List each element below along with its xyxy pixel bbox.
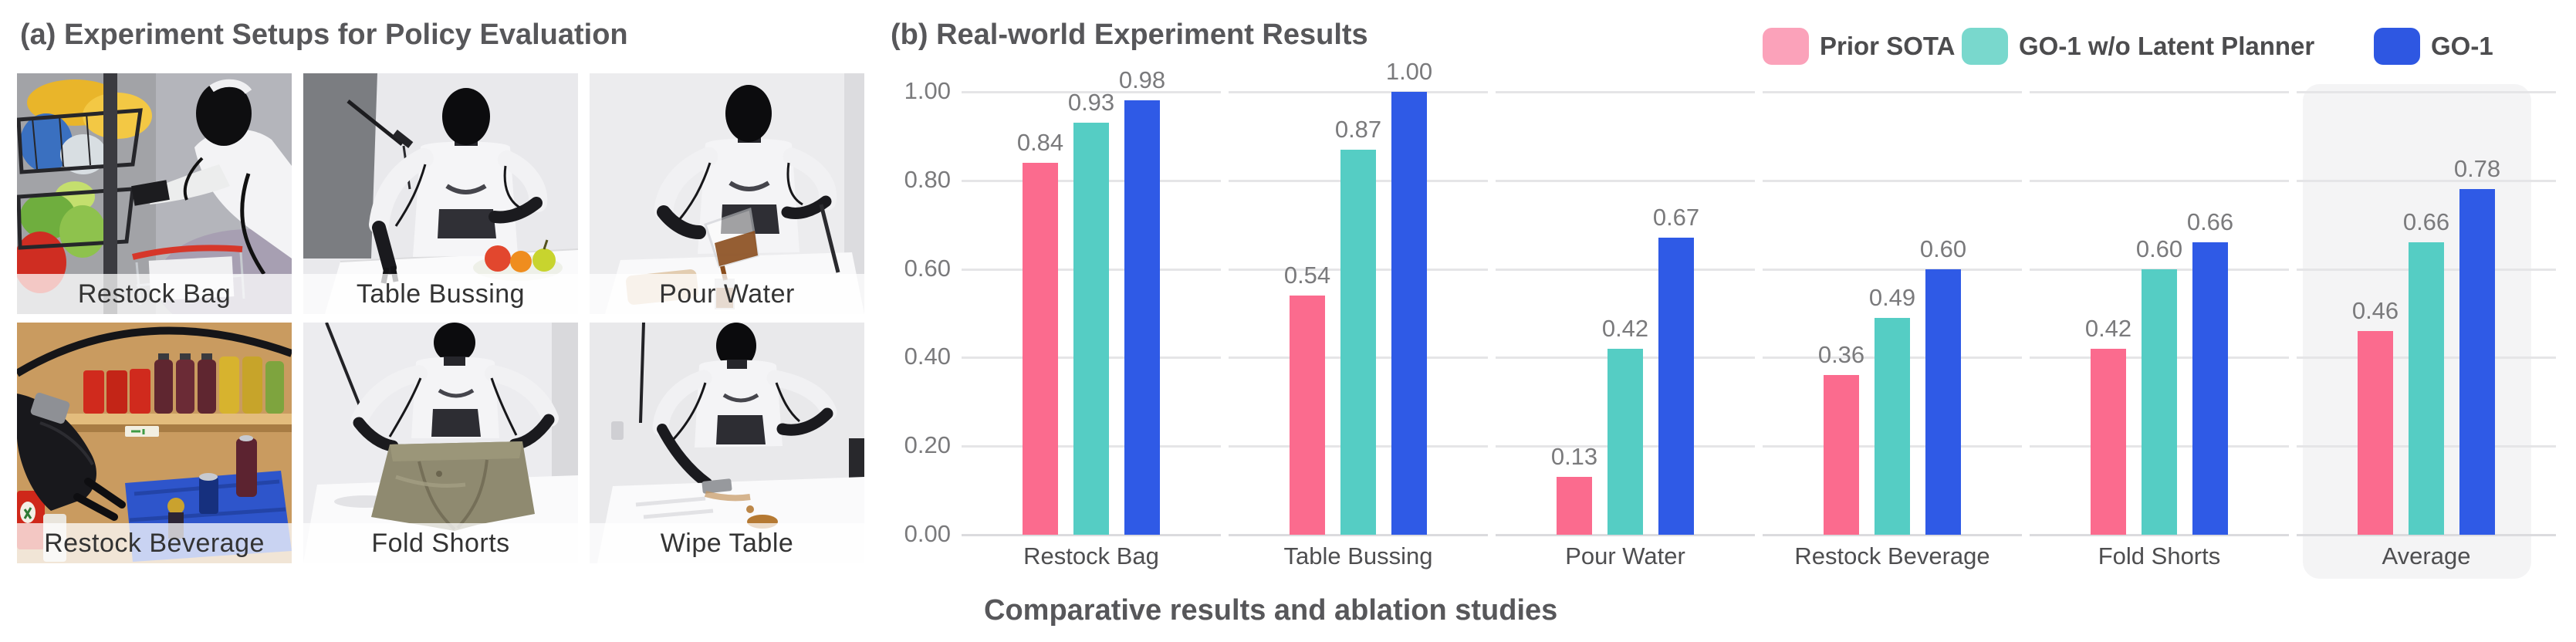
- bar-prior-sota-restock-beverage: [1824, 375, 1859, 535]
- value-label-go-1-w-o-latent-planner-restock-beverage: 0.49: [1868, 283, 1916, 311]
- legend-label-go1: GO-1: [2431, 32, 2493, 60]
- bar-go-1-w-o-latent-planner-restock-bag: [1073, 123, 1109, 535]
- bar-prior-sota-fold-shorts: [2091, 348, 2126, 535]
- chart-panel-restock-beverage: 0.36 0.49 0.60 Restock Beverage: [1763, 0, 2022, 642]
- gridline-1.00: [2030, 91, 2289, 93]
- legend-swatch-go1-wo-latent-planner: [1962, 28, 2008, 65]
- gridline-0.60: [1496, 268, 1755, 271]
- value-label-go-1-w-o-latent-planner-restock-bag: 0.93: [1067, 89, 1115, 117]
- gridline-0.60: [1763, 268, 2022, 271]
- legend-swatch-go1: [2374, 28, 2420, 65]
- x-axis-line: [962, 534, 1221, 536]
- value-label-go-1-restock-bag: 0.98: [1118, 66, 1166, 94]
- photo-label-pour-water: Pour Water: [590, 274, 864, 314]
- x-axis-line: [1763, 534, 2022, 536]
- bar-chart-plot: 0.84 0.93 0.98 Restock Bag 0.54 0.87 1.00 Table…: [962, 0, 2564, 642]
- gridline-1.00: [1763, 91, 2022, 93]
- bar-go-1-restock-bag: [1124, 100, 1160, 535]
- x-axis-line: [1229, 534, 1488, 536]
- value-label-prior-sota-pour-water: 0.13: [1550, 443, 1598, 471]
- value-label-go-1-table-bussing: 1.00: [1385, 58, 1433, 85]
- photo-label-fold-shorts: Fold Shorts: [303, 523, 578, 563]
- chart-panel-pour-water: 0.13 0.42 0.67 Pour Water: [1496, 0, 1755, 642]
- bar-go-1-w-o-latent-planner-pour-water: [1607, 348, 1643, 535]
- value-label-go-1-fold-shorts: 0.66: [2186, 208, 2234, 236]
- bar-go-1-restock-beverage: [1925, 269, 1961, 535]
- legend-label-prior-sota: Prior SOTA: [1820, 32, 1956, 60]
- bar-go-1-w-o-latent-planner-restock-beverage: [1875, 317, 1910, 535]
- bar-go-1-pour-water: [1658, 238, 1694, 535]
- chart-panel-restock-bag: 0.84 0.93 0.98 Restock Bag: [962, 0, 1221, 642]
- gridline-0.80: [1763, 179, 2022, 182]
- value-label-prior-sota-restock-bag: 0.84: [1016, 128, 1064, 156]
- legend-item-prior-sota: Prior SOTA: [1763, 28, 1955, 65]
- legend-label-go1-wo-latent-planner: GO-1 w/o Latent Planner: [2019, 32, 2315, 60]
- photo-tile-table-bussing: Table Bussing: [303, 73, 578, 314]
- chart-panel-fold-shorts: 0.42 0.60 0.66 Fold Shorts: [2030, 0, 2289, 642]
- bar-go-1-w-o-latent-planner-fold-shorts: [2142, 269, 2177, 535]
- value-label-go-1-w-o-latent-planner-table-bussing: 0.87: [1334, 115, 1382, 143]
- category-label-average: Average: [2382, 542, 2471, 569]
- value-label-prior-sota-average: 0.46: [2351, 296, 2399, 324]
- bar-go-1-average: [2459, 189, 2495, 535]
- value-label-go-1-w-o-latent-planner-average: 0.66: [2402, 208, 2450, 236]
- gridline-0.80: [1496, 179, 1755, 182]
- value-label-go-1-average: 0.78: [2453, 155, 2501, 183]
- chart-panel-average: 0.46 0.66 0.78 Average: [2297, 0, 2556, 642]
- photo-tile-restock-bag: Restock Bag: [17, 73, 292, 314]
- legend-item-go1-wo-latent-planner: GO-1 w/o Latent Planner: [1962, 28, 2314, 65]
- panel-b-title: (b) Real-world Experiment Results: [891, 19, 1368, 51]
- bar-go-1-table-bussing: [1391, 92, 1427, 535]
- x-axis-line: [2030, 534, 2289, 536]
- gridline-1.00: [962, 91, 1221, 93]
- gridline-1.00: [2297, 91, 2556, 93]
- bar-go-1-w-o-latent-planner-table-bussing: [1340, 149, 1376, 535]
- category-label-table-bussing: Table Bussing: [1283, 542, 1433, 569]
- category-label-restock-beverage: Restock Beverage: [1794, 542, 1990, 569]
- gridline-0.80: [2297, 179, 2556, 182]
- gridline-0.80: [2030, 179, 2289, 182]
- chart-panel-table-bussing: 0.54 0.87 1.00 Table Bussing: [1229, 0, 1488, 642]
- photo-label-restock-bag: Restock Bag: [17, 274, 292, 314]
- photo-tile-pour-water: Pour Water: [590, 73, 864, 314]
- value-label-prior-sota-restock-beverage: 0.36: [1817, 341, 1865, 369]
- value-label-prior-sota-table-bussing: 0.54: [1283, 262, 1331, 289]
- value-label-go-1-restock-beverage: 0.60: [1919, 235, 1967, 262]
- category-label-fold-shorts: Fold Shorts: [2098, 542, 2221, 569]
- legend-item-go1: GO-1: [2374, 28, 2493, 65]
- category-label-pour-water: Pour Water: [1565, 542, 1685, 569]
- photo-label-table-bussing: Table Bussing: [303, 274, 578, 314]
- bar-prior-sota-restock-bag: [1023, 162, 1058, 535]
- category-label-restock-bag: Restock Bag: [1023, 542, 1159, 569]
- x-axis-line: [2297, 534, 2556, 536]
- bar-go-1-w-o-latent-planner-average: [2409, 242, 2444, 535]
- bar-prior-sota-pour-water: [1557, 477, 1592, 535]
- value-label-prior-sota-fold-shorts: 0.42: [2084, 314, 2132, 342]
- chart-caption: Comparative results and ablation studies: [984, 594, 1558, 627]
- photo-tile-wipe-table: Wipe Table: [590, 323, 864, 563]
- photo-tile-fold-shorts: Fold Shorts: [303, 323, 578, 563]
- photo-label-wipe-table: Wipe Table: [590, 523, 864, 563]
- bar-go-1-fold-shorts: [2192, 242, 2228, 535]
- panel-a-title: (a) Experiment Setups for Policy Evaluat…: [20, 19, 628, 51]
- bar-prior-sota-average: [2358, 330, 2393, 535]
- value-label-go-1-w-o-latent-planner-fold-shorts: 0.60: [2135, 235, 2183, 262]
- bar-prior-sota-table-bussing: [1290, 296, 1325, 535]
- value-label-go-1-pour-water: 0.67: [1652, 204, 1700, 231]
- gridline-1.00: [1496, 91, 1755, 93]
- gridline-1.00: [1229, 91, 1488, 93]
- photo-label-restock-beverage: Restock Beverage: [17, 523, 292, 563]
- photo-tile-restock-beverage: Restock Beverage: [17, 323, 292, 563]
- legend-swatch-prior-sota: [1763, 28, 1809, 65]
- value-label-go-1-w-o-latent-planner-pour-water: 0.42: [1601, 314, 1649, 342]
- x-axis-line: [1496, 534, 1755, 536]
